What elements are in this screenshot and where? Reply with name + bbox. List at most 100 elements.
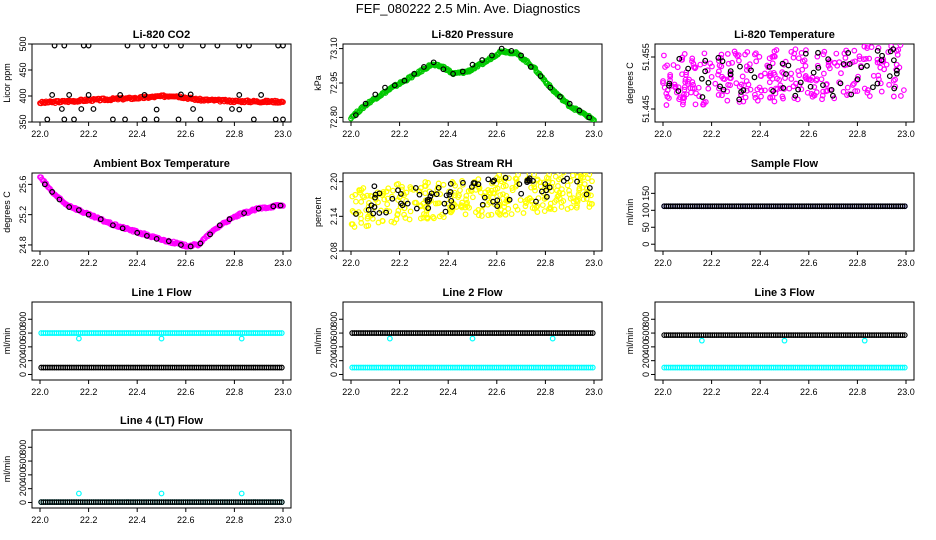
data-point	[564, 206, 571, 212]
data-point	[255, 205, 262, 212]
data-point	[715, 54, 722, 61]
data-point	[679, 101, 686, 108]
data-point	[482, 189, 489, 196]
data-point	[874, 47, 881, 54]
data-point	[576, 185, 583, 192]
data-point	[449, 203, 456, 210]
data-point	[425, 179, 431, 186]
data-point	[663, 90, 670, 97]
data-point	[141, 116, 148, 122]
data-point	[398, 190, 404, 197]
data-point	[576, 107, 583, 114]
data-point	[586, 185, 593, 191]
data-point	[569, 173, 576, 179]
data-point	[589, 330, 596, 336]
x-tick-label: 22.8	[226, 129, 244, 139]
data-point	[751, 74, 758, 81]
data-point	[506, 175, 512, 182]
y-tick-label: 200	[329, 353, 339, 368]
data-point	[533, 204, 540, 211]
data-point	[661, 52, 667, 59]
data-point	[537, 179, 544, 186]
x-tick-label: 22.8	[537, 387, 555, 397]
data-point	[689, 55, 696, 62]
data-point	[416, 191, 423, 198]
data-point	[163, 44, 170, 49]
data-point	[667, 77, 673, 84]
data-point	[363, 207, 370, 214]
y-tick-label: 51.455	[641, 43, 651, 71]
data-point	[428, 190, 435, 197]
x-tick-label: 22.8	[537, 258, 555, 268]
y-tick-label: 73.10	[329, 37, 339, 60]
data-point	[216, 116, 223, 122]
data-point	[359, 193, 366, 200]
data-point	[352, 112, 359, 119]
data-point	[589, 178, 595, 185]
data-point	[187, 243, 194, 250]
data-point	[420, 211, 427, 217]
data-point	[481, 194, 488, 201]
data-point	[441, 200, 448, 207]
data-point	[878, 88, 885, 95]
data-point	[758, 73, 764, 80]
plot-frame	[31, 43, 292, 123]
data-point	[689, 58, 695, 65]
data-point	[753, 58, 760, 65]
data-point	[372, 91, 379, 98]
data-point	[440, 66, 447, 73]
data-point	[754, 86, 761, 93]
data-point	[467, 187, 474, 194]
data-point	[848, 91, 855, 98]
data-point	[353, 211, 359, 217]
data-point	[207, 231, 214, 238]
data-point	[117, 92, 124, 98]
data-point	[75, 335, 82, 342]
data-point	[277, 202, 284, 209]
data-point	[472, 209, 479, 216]
x-tick-label: 22.2	[80, 387, 98, 397]
data-point	[124, 44, 131, 49]
data-point	[664, 93, 671, 100]
y-tick-label: 350	[18, 114, 28, 129]
data-point	[448, 197, 455, 204]
data-point	[407, 208, 414, 215]
data-point	[718, 63, 725, 70]
data-point	[508, 211, 515, 218]
data-point	[554, 193, 561, 200]
data-point	[485, 212, 492, 219]
data-point	[820, 70, 827, 77]
data-point	[699, 94, 706, 100]
x-tick-label: 23.0	[274, 258, 292, 268]
data-point	[278, 499, 285, 506]
data-point	[459, 68, 466, 75]
data-point	[462, 211, 469, 218]
data-point	[752, 94, 759, 101]
data-point	[574, 202, 580, 209]
data-point	[698, 337, 705, 344]
data-point	[412, 185, 419, 191]
data-point	[901, 203, 908, 210]
data-point	[238, 335, 245, 342]
y-tick-label: 25.2	[18, 206, 28, 224]
data-point	[463, 192, 470, 199]
data-point	[475, 176, 482, 183]
data-point	[810, 69, 817, 76]
y-tick-label: 400	[641, 339, 651, 354]
plot-area	[348, 45, 597, 122]
data-point	[564, 182, 571, 189]
y-axis-label: ml/min	[2, 456, 12, 483]
data-point	[858, 64, 865, 71]
data-point	[416, 188, 422, 195]
data-point	[78, 106, 85, 112]
x-tick-label: 22.0	[654, 258, 672, 268]
plot-frame	[31, 172, 292, 252]
data-point	[531, 181, 537, 188]
data-point	[738, 88, 745, 95]
data-point	[735, 52, 742, 59]
x-tick-label: 22.0	[342, 129, 360, 139]
data-point	[874, 80, 881, 87]
data-point	[815, 49, 821, 56]
data-point	[272, 116, 279, 122]
